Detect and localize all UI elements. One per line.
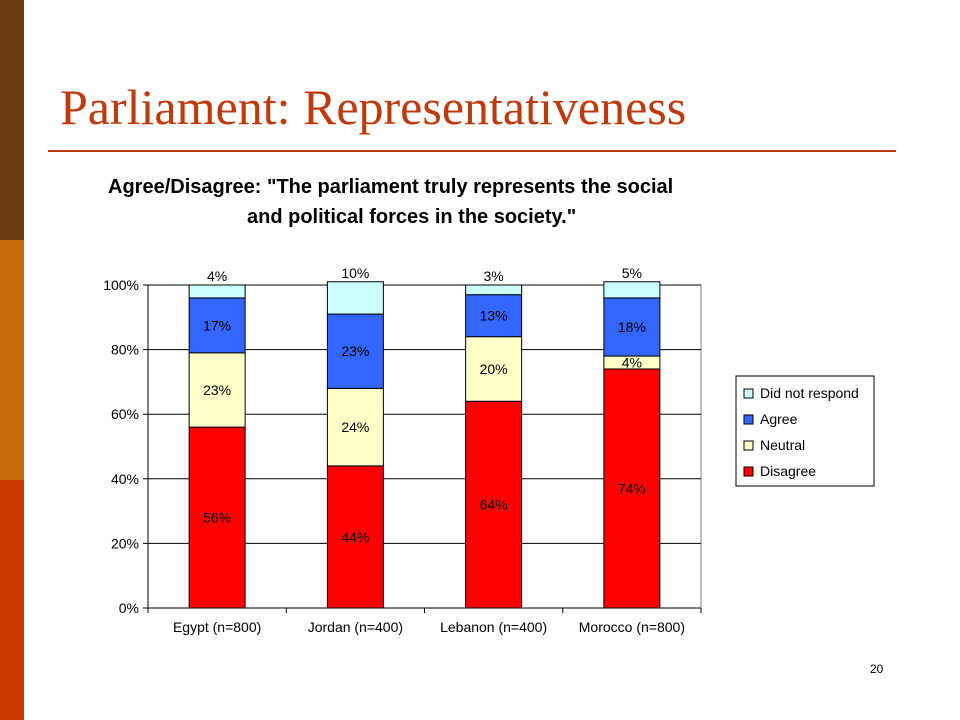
data-label: 3% — [484, 268, 504, 284]
legend — [735, 375, 875, 487]
sidebar-decoration — [0, 0, 24, 720]
y-tick-label: 60% — [111, 406, 139, 422]
bar-segment-neutral — [465, 336, 523, 402]
bar-segment-agree — [188, 297, 246, 354]
data-label: 24% — [341, 419, 369, 435]
bar-segment-neutral — [188, 352, 246, 428]
data-label: 4% — [207, 268, 227, 284]
y-tick-label: 100% — [103, 277, 139, 293]
legend-label: Agree — [760, 411, 798, 427]
y-tick-label: 20% — [111, 535, 139, 551]
bar-segment-did-not-respond — [326, 281, 384, 315]
data-label: 56% — [203, 510, 231, 526]
bar-segment-disagree — [603, 368, 661, 609]
sidebar-band-middle — [0, 240, 24, 480]
data-label: 64% — [480, 497, 508, 513]
data-label: 17% — [203, 317, 231, 333]
bar-segment-agree — [465, 294, 523, 338]
slide-title: Parliament: Representativeness — [60, 79, 687, 135]
data-label: 5% — [622, 265, 642, 281]
data-label: 4% — [622, 355, 642, 371]
data-label: 23% — [203, 382, 231, 398]
data-label: 44% — [341, 529, 369, 545]
data-label: 10% — [341, 265, 369, 281]
chart-title-line-1: Agree/Disagree: "The parliament truly re… — [108, 176, 674, 198]
x-tick-label: Egypt (n=800) — [173, 619, 261, 635]
y-tick-label: 80% — [111, 342, 139, 358]
legend-swatch-neutral — [743, 440, 754, 451]
bar-segment-agree — [326, 313, 384, 389]
x-tick-label: Lebanon (n=400) — [440, 619, 547, 635]
bar-segment-disagree — [465, 400, 523, 609]
x-tick-label: Jordan (n=400) — [308, 619, 403, 635]
legend-label: Disagree — [760, 463, 816, 479]
bar-segment-disagree — [326, 465, 384, 609]
data-label: 18% — [618, 319, 646, 335]
x-tick-label: Morocco (n=800) — [579, 619, 685, 635]
data-label: 20% — [480, 361, 508, 377]
page-number: 20 — [870, 662, 884, 676]
bar-segment-did-not-respond — [603, 281, 661, 299]
legend-swatch-disagree — [743, 466, 754, 477]
legend-label: Did not respond — [760, 385, 859, 401]
bar-segment-did-not-respond — [465, 284, 523, 296]
bar-segment-agree — [603, 297, 661, 357]
sidebar-band-bottom — [0, 480, 24, 720]
sidebar-band-top — [0, 0, 24, 240]
bar-segment-did-not-respond — [188, 284, 246, 299]
title-divider — [48, 150, 896, 152]
legend-swatch-did-not-respond — [743, 388, 754, 399]
chart-title: Agree/Disagree: "The parliament truly re… — [100, 172, 800, 232]
bar-segment-disagree — [188, 426, 246, 609]
legend-label: Neutral — [760, 437, 805, 453]
data-label: 74% — [618, 480, 646, 496]
legend-swatch-agree — [743, 414, 754, 425]
data-label: 13% — [480, 308, 508, 324]
y-tick-label: 0% — [119, 600, 139, 616]
y-tick-label: 40% — [111, 471, 139, 487]
data-label: 23% — [341, 343, 369, 359]
chart-title-line-2: and political forces in the society." — [247, 206, 577, 228]
